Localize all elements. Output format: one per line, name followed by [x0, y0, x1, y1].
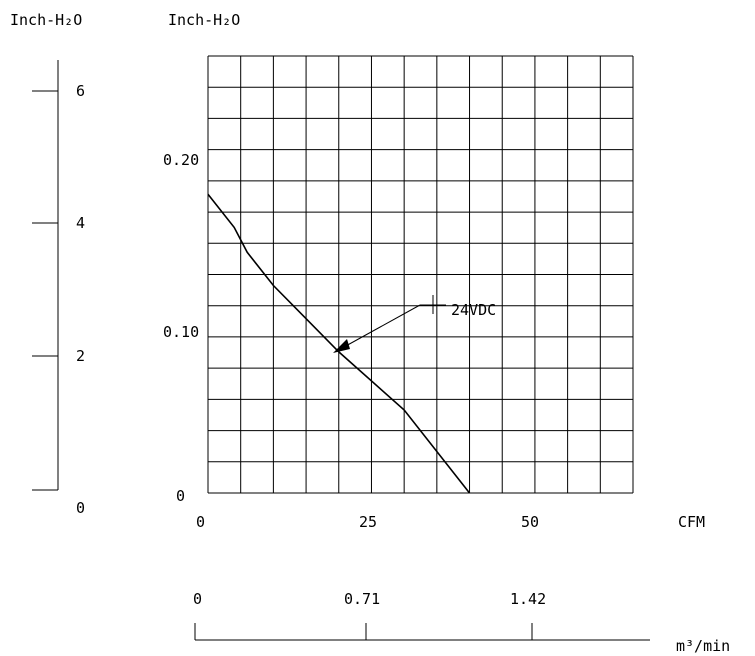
x-tick-label: 50 — [521, 513, 539, 531]
secondary-y-tick-label: 2 — [76, 347, 85, 365]
x-unit-label: CFM — [678, 513, 705, 531]
secondary-y-tick-label: 6 — [76, 82, 85, 100]
secondary-y-tick-label: 0 — [76, 499, 85, 517]
x-tick-label: 0 — [196, 513, 205, 531]
x-tick-label: 25 — [359, 513, 377, 531]
secondary-x-tick-label: 0 — [193, 590, 202, 608]
y-tick-label: 0.20 — [163, 151, 199, 169]
secondary-x-tick-label: 1.42 — [510, 590, 546, 608]
secondary-x-unit-label: m³/min — [676, 637, 730, 655]
annotation-arrowhead-icon — [333, 339, 350, 353]
secondary-x-axis: 0 0.71 1.42 m³/min — [193, 590, 730, 655]
secondary-y-unit-label: Inch-H₂O — [10, 11, 82, 29]
secondary-x-tick-label: 0.71 — [344, 590, 380, 608]
secondary-y-tick-label: 4 — [76, 214, 85, 232]
y-unit-label: Inch-H₂O — [168, 11, 240, 29]
series-label: 24VDC — [451, 301, 496, 319]
series-24vdc-line — [207, 193, 471, 494]
y-tick-label: 0 — [176, 487, 185, 505]
annotation-arrow-line — [343, 304, 421, 348]
y-tick-label: 0.10 — [163, 323, 199, 341]
chart-grid — [207, 55, 634, 494]
secondary-y-axis: 0 2 4 6 Inch-H₂O — [10, 11, 85, 517]
series-annotation: 24VDC — [333, 295, 496, 353]
